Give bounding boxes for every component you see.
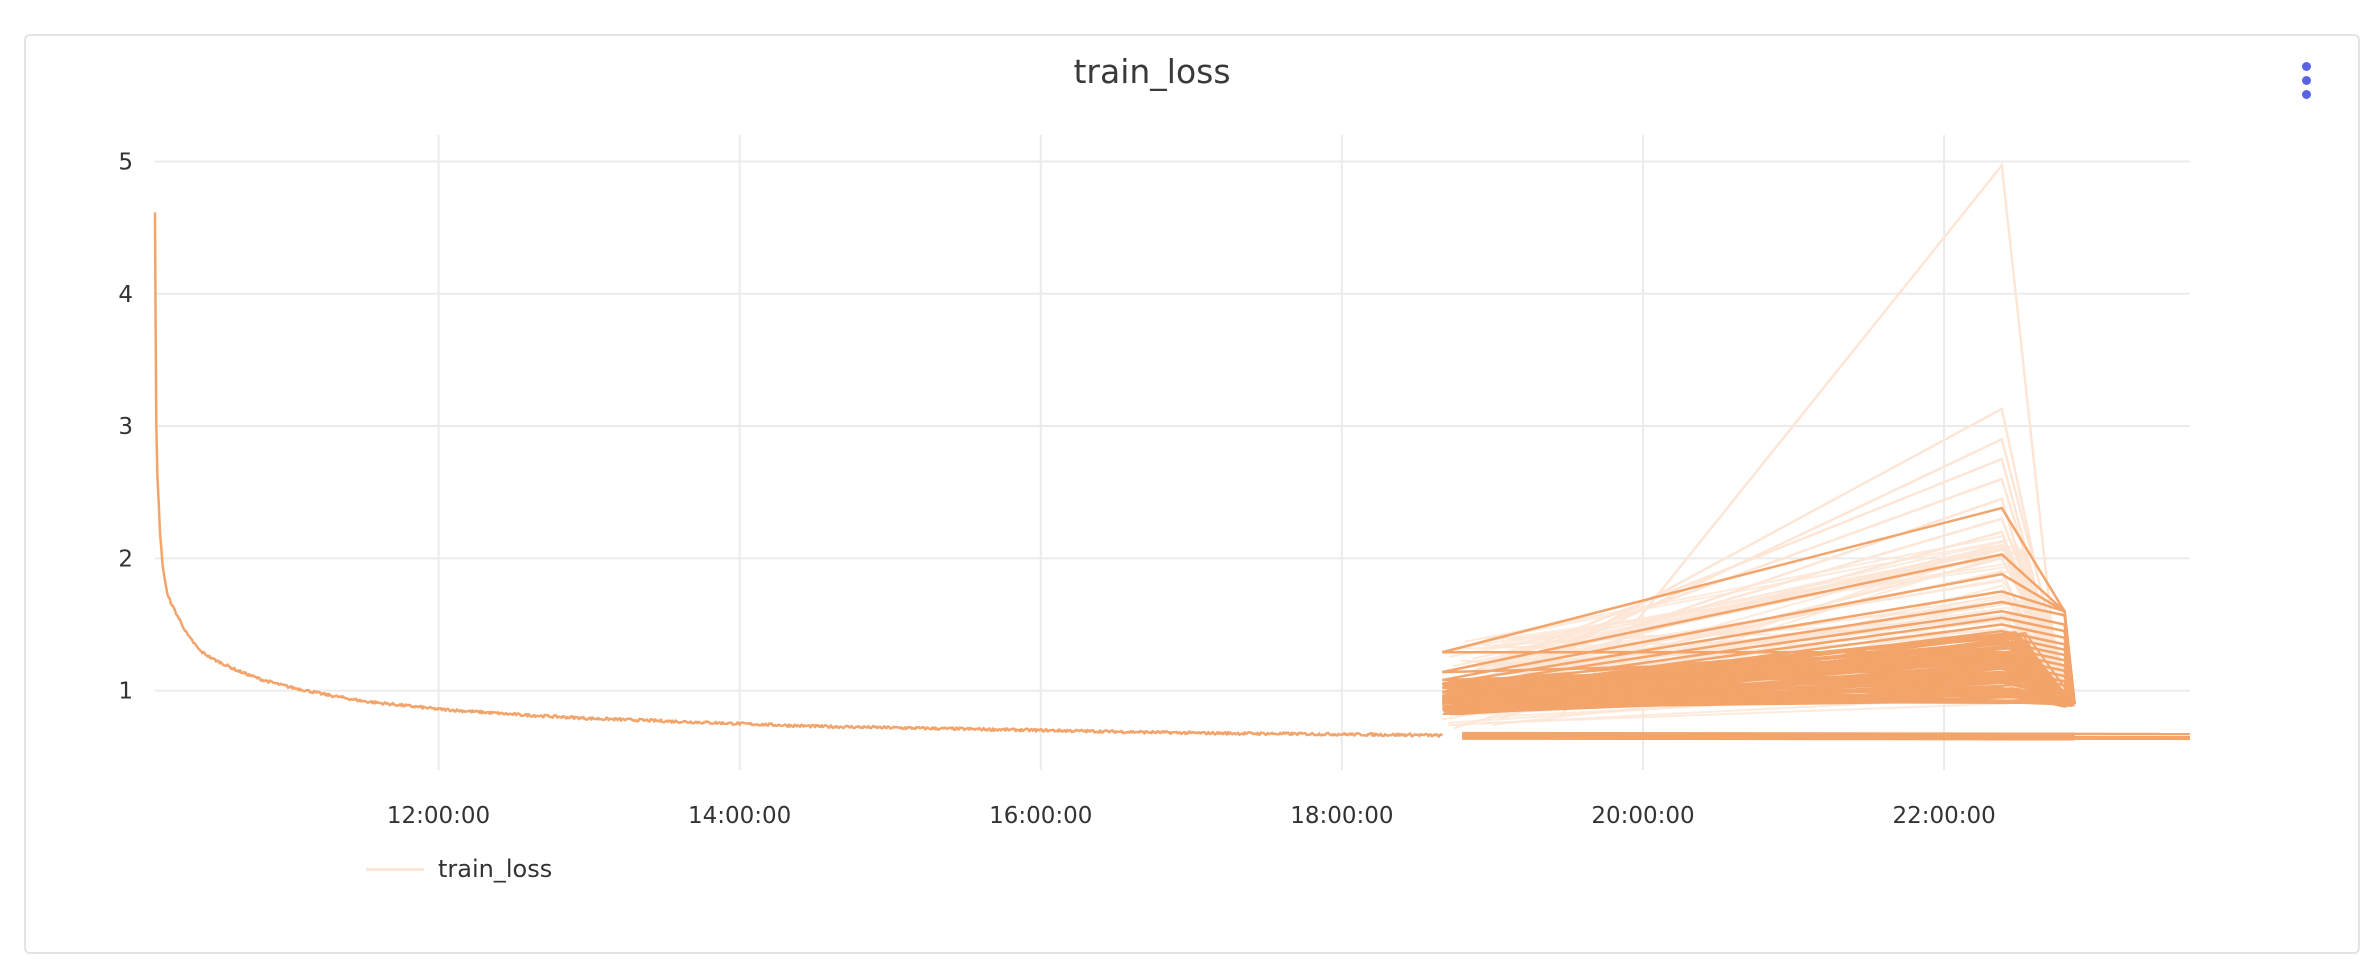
series-line-run (1442, 641, 2063, 703)
x-tick-label: 20:00:00 (1591, 803, 1694, 829)
y-axis: 1 2 3 4 5 (118, 149, 133, 704)
series-runs (1441, 506, 2191, 741)
y-tick-label: 5 (118, 149, 133, 175)
series-main-line (153, 212, 1444, 738)
y-tick-label: 2 (118, 546, 133, 572)
series-line-run (1455, 632, 2062, 700)
series-line-run (1448, 665, 2063, 704)
x-tick-label: 12:00:00 (387, 803, 490, 829)
series-line-train-loss (153, 212, 1444, 738)
x-tick-label: 18:00:00 (1290, 803, 1393, 829)
x-tick-label: 16:00:00 (989, 803, 1092, 829)
chart-panel (24, 34, 2360, 954)
chart-title: train_loss (1073, 52, 1231, 91)
more-options-icon[interactable] (2292, 62, 2320, 106)
x-tick-label: 14:00:00 (688, 803, 791, 829)
series-line-run (1451, 659, 2065, 704)
legend-swatch (366, 867, 424, 871)
series-line-faint (1500, 543, 2058, 690)
series-line-run (1453, 631, 2072, 704)
series-line-run (1443, 657, 2069, 702)
legend-label: train_loss (438, 855, 553, 883)
series-line-flat (1462, 732, 2191, 736)
series-line-flat (1462, 736, 2191, 740)
series-line-faint (1502, 553, 2071, 704)
series-line-flat (1462, 733, 2075, 737)
series-line-run (1443, 664, 2064, 710)
series-line-run (1455, 692, 2071, 703)
y-tick-label: 1 (118, 679, 133, 705)
x-axis: 12:00:00 14:00:00 16:00:00 18:00:00 20:00:00… (387, 803, 1996, 829)
series-line-faint (1558, 162, 2061, 718)
legend-item[interactable]: train_loss (366, 852, 552, 886)
y-tick-label: 3 (118, 414, 133, 440)
y-tick-label: 4 (118, 282, 133, 308)
x-tick-label: 22:00:00 (1892, 803, 1995, 829)
grid-lines (155, 135, 2190, 770)
